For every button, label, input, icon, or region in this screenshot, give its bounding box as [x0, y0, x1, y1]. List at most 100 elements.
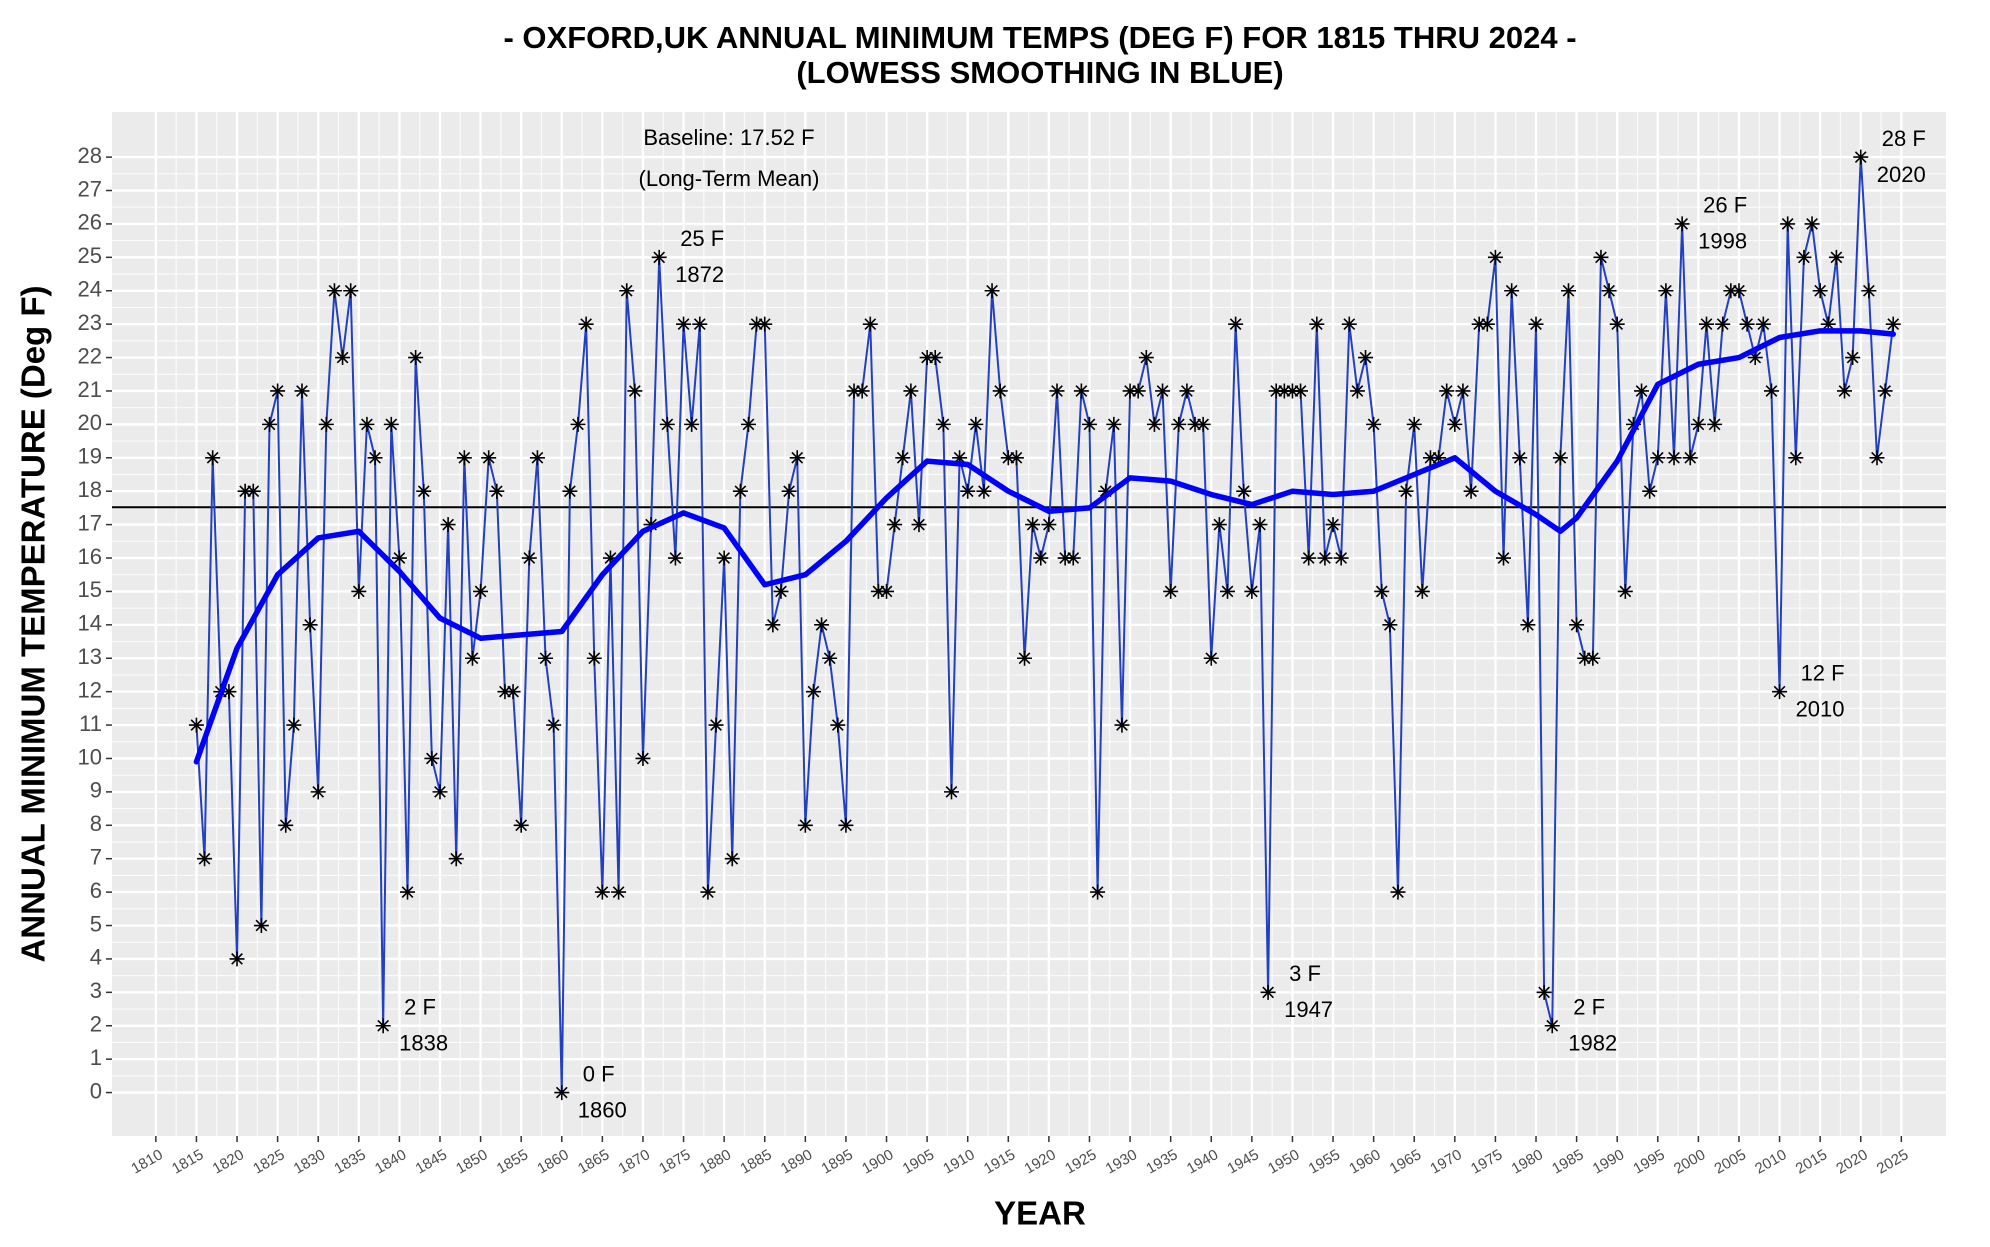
asterisk-marker [1625, 416, 1641, 432]
asterisk-marker [1244, 583, 1260, 599]
asterisk-marker [1106, 416, 1122, 432]
asterisk-marker [1837, 383, 1853, 399]
asterisk-marker [1163, 583, 1179, 599]
asterisk-marker [1439, 383, 1455, 399]
y-tick-label: 25 [78, 243, 102, 268]
y-axis-title: ANNUAL MINIMUM TEMPERATURE (Deg F) [15, 285, 52, 962]
annotation: 0 F [583, 1061, 615, 1086]
asterisk-marker [1220, 583, 1235, 599]
asterisk-marker [302, 617, 318, 633]
chart-title: - OXFORD,UK ANNUAL MINIMUM TEMPS (DEG F)… [503, 20, 1576, 55]
asterisk-marker [1682, 450, 1698, 466]
asterisk-marker [1422, 450, 1438, 466]
asterisk-marker [1130, 383, 1146, 399]
asterisk-marker [237, 483, 253, 499]
asterisk-marker [724, 851, 740, 867]
asterisk-marker [1731, 283, 1747, 299]
asterisk-marker [627, 383, 643, 399]
annotation: 2010 [1796, 696, 1845, 721]
asterisk-marker [1690, 416, 1706, 432]
annotation: 2 F [1573, 995, 1605, 1020]
asterisk-marker [667, 550, 683, 566]
asterisk-marker [805, 684, 821, 700]
asterisk-marker [984, 283, 1000, 299]
asterisk-marker [1171, 416, 1187, 432]
asterisk-marker [473, 583, 489, 599]
asterisk-marker [781, 483, 797, 499]
y-tick-label: 13 [78, 644, 102, 669]
data-line [195, 156, 1895, 1094]
annotation: 1982 [1568, 1031, 1617, 1056]
asterisk-marker [1658, 283, 1674, 299]
asterisk-marker [489, 483, 505, 499]
asterisk-marker [1707, 416, 1723, 432]
asterisk-marker [765, 617, 781, 633]
annotation: 12 F [1801, 660, 1845, 685]
asterisk-marker [416, 483, 432, 499]
asterisk-marker [1788, 450, 1804, 466]
asterisk-marker [1496, 550, 1512, 566]
asterisk-marker [1431, 450, 1447, 466]
asterisk-marker [1552, 450, 1568, 466]
asterisk-marker [1772, 684, 1788, 700]
asterisk-marker [1008, 450, 1024, 466]
asterisk-marker [846, 383, 862, 399]
asterisk-marker [1828, 249, 1844, 265]
asterisk-marker [278, 817, 294, 833]
asterisk-marker [1634, 383, 1650, 399]
asterisk-marker [968, 416, 984, 432]
x-axis-title: YEAR [994, 1195, 1086, 1232]
annotation: 2020 [1877, 162, 1926, 187]
asterisk-marker [586, 650, 602, 666]
asterisk-marker [221, 684, 237, 700]
asterisk-marker [464, 650, 480, 666]
asterisk-marker [1763, 383, 1779, 399]
asterisk-marker [1138, 350, 1154, 366]
asterisk-marker [1341, 316, 1357, 332]
asterisk-marker [1447, 416, 1463, 432]
asterisk-marker [456, 450, 472, 466]
asterisk-marker [1877, 383, 1893, 399]
asterisk-marker [1293, 383, 1309, 399]
asterisk-marker [546, 717, 562, 733]
asterisk-marker [1203, 650, 1219, 666]
asterisk-marker [481, 450, 497, 466]
asterisk-marker [1528, 316, 1544, 332]
asterisk-marker [1845, 350, 1861, 366]
asterisk-marker [335, 350, 351, 366]
asterisk-marker [1414, 583, 1430, 599]
asterisk-marker [1114, 717, 1130, 733]
asterisk-marker [570, 416, 586, 432]
asterisk-marker [1455, 383, 1471, 399]
annotation: 1860 [578, 1097, 627, 1122]
asterisk-marker [830, 717, 846, 733]
asterisk-marker [749, 316, 765, 332]
asterisk-marker [367, 450, 383, 466]
asterisk-marker [1041, 517, 1057, 533]
chart-subtitle: (LOWESS SMOOTHING IN BLUE) [796, 55, 1283, 90]
asterisk-marker [1406, 416, 1422, 432]
asterisk-marker [1885, 316, 1901, 332]
asterisk-marker [1390, 884, 1406, 900]
asterisk-marker [1853, 149, 1869, 165]
asterisk-marker [1512, 450, 1528, 466]
asterisk-marker [919, 350, 935, 366]
asterisk-marker [1260, 984, 1276, 1000]
asterisk-marker [1146, 416, 1162, 432]
asterisk-marker [1057, 550, 1073, 566]
baseline-label: Baseline: 17.52 F [643, 125, 814, 150]
asterisk-marker [1804, 216, 1820, 232]
y-tick-label: 1 [90, 1045, 102, 1070]
asterisk-marker [286, 717, 302, 733]
asterisk-marker [822, 650, 838, 666]
y-tick-label: 9 [90, 778, 102, 803]
asterisk-marker [1252, 517, 1268, 533]
asterisk-marker [1585, 650, 1601, 666]
asterisk-marker [700, 884, 716, 900]
asterisk-marker [294, 383, 310, 399]
asterisk-marker [1820, 316, 1836, 332]
asterisk-marker [359, 416, 375, 432]
baseline-label: (Long-Term Mean) [639, 166, 820, 191]
y-tick-label: 22 [78, 343, 102, 368]
